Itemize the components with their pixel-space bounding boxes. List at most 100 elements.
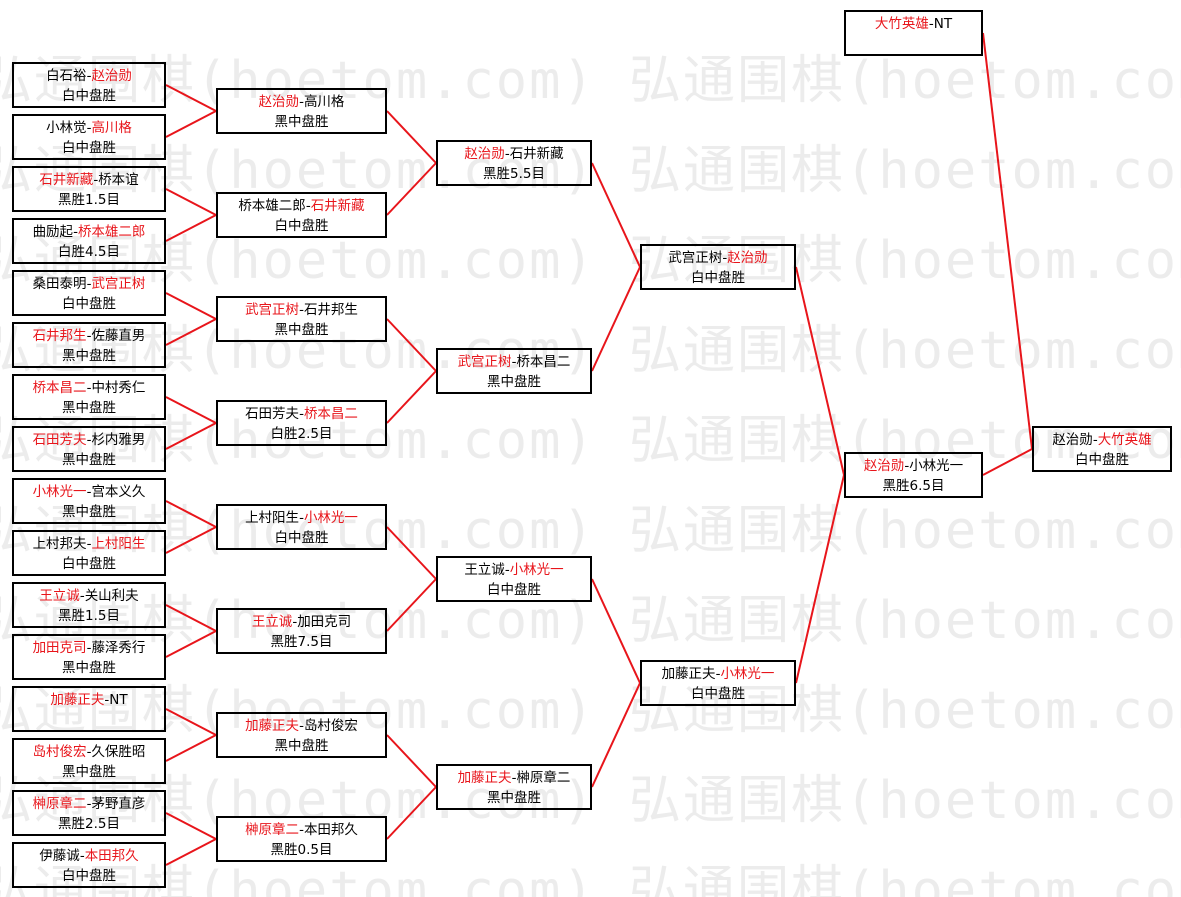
separator: -	[715, 666, 721, 682]
winner-name: 赵治勋	[91, 68, 132, 84]
winner-name: 小林光一	[720, 666, 775, 682]
player-name: 藤泽秀行	[91, 640, 146, 656]
player-name: 中村秀仁	[91, 380, 146, 396]
match-players: 榊原章二-茅野直彦	[14, 794, 164, 814]
player-name: 桥本谊	[98, 172, 139, 188]
match-box-round-1: 小林光一-宫本义久 黑中盘胜	[12, 478, 166, 524]
player-name: 赵治勋	[1052, 432, 1093, 448]
connector-line	[386, 578, 437, 632]
match-box-round-2: 王立诚-加田克司 黑胜7.5目	[216, 608, 387, 654]
connector-line	[982, 448, 1033, 476]
winner-name: 小林光一	[32, 484, 87, 500]
separator: -	[305, 198, 311, 214]
player-name: 小林光一	[909, 458, 964, 474]
match-players: 大竹英雄-NT	[846, 14, 981, 34]
match-box-round-1: 加田克司-藤泽秀行 黑中盘胜	[12, 634, 166, 680]
match-result: 白中盘胜	[62, 868, 116, 884]
winner-name: 岛村俊宏	[32, 744, 87, 760]
match-players: 武宫正树-赵治勋	[642, 248, 794, 268]
winner-name: 石井新藏	[39, 172, 94, 188]
winner-name: 赵治勋	[464, 146, 505, 162]
match-result: 黑中盘胜	[62, 764, 116, 780]
player-name: 加藤正夫	[661, 666, 716, 682]
separator: -	[86, 744, 92, 760]
player-name: 石井邦生	[303, 302, 358, 318]
player-name: 岛村俊宏	[303, 718, 358, 734]
match-result: 黑胜1.5目	[58, 192, 120, 208]
match-box-round-1: 桥本昌二-中村秀仁 黑中盘胜	[12, 374, 166, 420]
separator: -	[511, 770, 517, 786]
winner-name: 桥本昌二	[303, 406, 358, 422]
player-name: 佐藤直男	[91, 328, 146, 344]
connector-line	[591, 266, 641, 372]
player-name: 茅野直彦	[91, 796, 146, 812]
connector-line	[165, 422, 217, 450]
match-result: 黑中盘胜	[274, 322, 329, 338]
connector-line	[165, 526, 217, 554]
match-result: 白胜2.5目	[270, 426, 333, 442]
match-players: 王立诚-小林光一	[438, 560, 590, 580]
separator: -	[511, 354, 517, 370]
match-box-round-1: 石井邦生-佐藤直男 黑中盘胜	[12, 322, 166, 368]
winner-name: 石井邦生	[32, 328, 87, 344]
separator: -	[904, 458, 910, 474]
separator: -	[299, 94, 304, 110]
match-box-round-2: 武宫正树-石井邦生 黑中盘胜	[216, 296, 387, 342]
connector-line	[165, 188, 217, 216]
connector-line	[982, 32, 1033, 450]
match-players: 榊原章二-本田邦久	[218, 820, 385, 840]
player-name: 石田芳夫	[245, 406, 300, 422]
match-result: 白中盘胜	[274, 218, 329, 234]
match-result: 白中盘胜	[62, 140, 116, 156]
separator: -	[86, 796, 92, 812]
separator: -	[1092, 432, 1098, 448]
match-result: 黑胜0.5目	[270, 842, 333, 858]
winner-name: 赵治勋	[863, 458, 905, 474]
winner-name: 石井新藏	[310, 198, 365, 214]
match-players: 石田芳夫-杉内雅男	[14, 430, 164, 450]
match-result: 白中盘胜	[274, 530, 329, 546]
match-players: 上村阳生-小林光一	[218, 508, 385, 528]
player-name: 白石裕	[46, 68, 87, 84]
separator: -	[73, 224, 78, 240]
match-result: 黑胜1.5目	[58, 608, 120, 624]
connector-line	[165, 708, 217, 736]
match-box-round-1: 上村邦夫-上村阳生 白中盘胜	[12, 530, 166, 576]
separator: -	[86, 276, 92, 292]
separator: -	[299, 510, 304, 526]
match-result: 黑中盘胜	[62, 504, 116, 520]
separator: -	[86, 120, 92, 136]
winner-name: 武宫正树	[245, 302, 300, 318]
match-box-round-1: 小林觉-高川格白中盘胜	[12, 114, 166, 160]
connector-line	[795, 474, 845, 684]
match-box-round-3: 赵治勋-石井新藏 黑胜5.5目	[436, 140, 592, 186]
connector-line	[386, 786, 437, 840]
winner-name: 大竹英雄	[1097, 432, 1152, 448]
winner-name: 石田芳夫	[32, 432, 87, 448]
match-players: 加藤正夫-NT	[14, 690, 164, 710]
match-box-round-2: 加藤正夫-岛村俊宏 黑中盘胜	[216, 712, 387, 758]
separator: -	[299, 406, 304, 422]
separator: -	[292, 614, 298, 630]
player-name: 桥本雄二郎	[238, 198, 306, 214]
connector-line	[386, 318, 437, 372]
separator: -	[299, 822, 304, 838]
match-players: 石井新藏-桥本谊	[14, 170, 164, 190]
player-name: 曲励起	[32, 224, 74, 240]
player-name: 久保胜昭	[91, 744, 146, 760]
winner-name: 榊原章二	[32, 796, 87, 812]
match-players: 赵治勋-石井新藏	[438, 144, 590, 164]
winner-name: 桥本雄二郎	[77, 224, 146, 240]
match-result: 黑中盘胜	[62, 400, 116, 416]
separator: -	[79, 848, 85, 864]
separator: -	[722, 250, 728, 266]
winner-name: 榊原章二	[245, 822, 300, 838]
match-result: 黑中盘胜	[487, 374, 541, 390]
match-players: 加藤正夫-榊原章二	[438, 768, 590, 788]
match-box-round-2: 上村阳生-小林光一白中盘胜	[216, 504, 387, 550]
winner-name: 武宫正树	[457, 354, 512, 370]
match-players: 小林觉-高川格	[14, 118, 164, 138]
match-result: 白中盘胜	[62, 556, 116, 572]
winner-name: 大竹英雄	[874, 16, 929, 32]
